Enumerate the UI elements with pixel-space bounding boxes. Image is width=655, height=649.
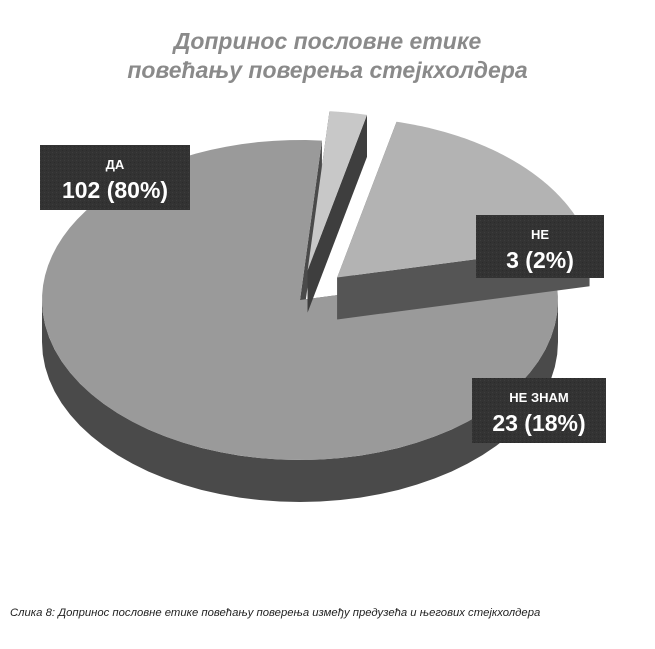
slice-value-label: 102 (80%) xyxy=(62,177,168,203)
pie-slice-edge xyxy=(300,140,322,342)
pie-slice-1 xyxy=(307,111,367,313)
slice-label-2: НЕ ЗНАМ 23 (18%) xyxy=(472,378,606,443)
pie-slice-top xyxy=(42,140,558,460)
pie-slice-edge xyxy=(307,114,367,313)
slice-value-label: 3 (2%) xyxy=(506,247,574,273)
slice-label-0: ДА 102 (80%) xyxy=(40,145,190,210)
chart-title-line-2: повећању поверења стејкхолдера xyxy=(127,57,528,83)
pie-chart: ДА 102 (80%) НЕ 3 (2%) НЕ ЗНАМ 23 (18%) xyxy=(40,111,606,502)
slice-category-label: ДА xyxy=(106,157,125,172)
pie-slice-top xyxy=(307,111,367,271)
slice-label-box xyxy=(40,145,190,210)
slice-category-label: НЕ xyxy=(531,227,549,242)
pie-slice-side xyxy=(42,300,558,502)
slice-label-box xyxy=(472,378,606,443)
figure-caption: Слика 8: Допринос пословне етике повећањ… xyxy=(10,607,541,619)
slice-label-box xyxy=(476,215,604,278)
slice-label-1: НЕ 3 (2%) xyxy=(476,215,604,278)
slice-category-label: НЕ ЗНАМ xyxy=(509,390,568,405)
chart-title-line-1: Допринос пословне етике xyxy=(173,28,482,54)
slice-value-label: 23 (18%) xyxy=(492,410,585,436)
